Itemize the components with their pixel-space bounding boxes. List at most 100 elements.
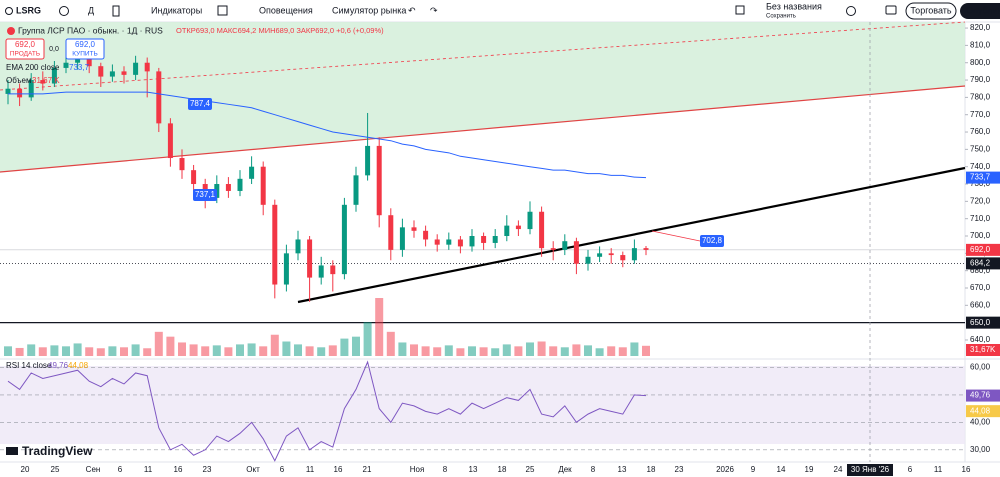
candle-body xyxy=(133,62,139,75)
volume-bar xyxy=(642,345,650,356)
candle-body xyxy=(376,145,382,216)
layout-icon[interactable] xyxy=(735,5,745,15)
candle-body xyxy=(283,253,289,285)
templates-icon[interactable] xyxy=(217,5,228,16)
price-tick-label: 810,0 xyxy=(970,41,991,50)
alerts-button[interactable]: Оповещения xyxy=(259,5,313,15)
volume-bar xyxy=(247,343,256,356)
volume-bar xyxy=(526,342,534,356)
price-tick-label: 670,0 xyxy=(970,283,991,292)
candle-body xyxy=(562,241,568,250)
candle-body xyxy=(631,248,637,261)
price-tick-label: 660,0 xyxy=(970,300,991,309)
candle-body xyxy=(109,71,115,77)
candle-body xyxy=(318,265,324,278)
price-tag-bg xyxy=(966,316,1000,329)
price-tick-label: 820,0 xyxy=(970,23,991,32)
redo[interactable]: ↷ xyxy=(430,5,438,15)
volume-bar xyxy=(317,347,326,356)
volume-bar xyxy=(560,347,569,356)
time-tick-label: 6 xyxy=(118,465,123,474)
volume-bar xyxy=(27,344,36,356)
ema-legend-value: 733,7 xyxy=(69,63,90,72)
symbol[interactable]: LSRG xyxy=(16,5,41,15)
time-tick-label: 18 xyxy=(647,465,656,474)
candle-body xyxy=(40,80,46,84)
settings-icon[interactable] xyxy=(846,6,856,16)
annotation-box xyxy=(193,189,217,201)
annotation-label: 787,4 xyxy=(190,99,211,108)
time-tick-label: 8 xyxy=(591,465,596,474)
candle-body xyxy=(144,62,150,72)
volume-bar xyxy=(96,348,105,356)
candle-body xyxy=(63,62,69,68)
indicators-button[interactable]: Индикаторы xyxy=(151,5,202,15)
trade-label[interactable]: Торговать xyxy=(910,5,952,15)
chart-type-icon[interactable] xyxy=(112,5,120,17)
candle-body xyxy=(515,225,521,230)
ema-line xyxy=(8,91,647,179)
time-tick-label: 13 xyxy=(469,465,478,474)
volume-bar xyxy=(572,344,581,356)
volume-bar xyxy=(236,344,244,356)
volume-legend-value: 31,67 K xyxy=(32,76,60,85)
price-tick-label: 760,0 xyxy=(970,127,991,136)
candle-body xyxy=(5,88,11,94)
compare-icon[interactable] xyxy=(59,6,69,16)
time-tick-label: 19 xyxy=(805,465,814,474)
snapshot-icon[interactable] xyxy=(885,5,897,15)
sell-button[interactable] xyxy=(5,38,45,60)
volume-bar xyxy=(433,347,442,356)
candle-body xyxy=(237,178,243,191)
volume-bar xyxy=(595,348,604,356)
volume-bar xyxy=(549,346,558,356)
candle-body xyxy=(341,204,347,275)
price-tick-label: 800,0 xyxy=(970,58,991,67)
toolbar xyxy=(0,0,1000,22)
volume-bar xyxy=(444,345,453,356)
volume-bar xyxy=(502,344,511,356)
legend-title: Группа ЛСР ПАО · обыкн. · 1Д · RUS xyxy=(18,25,163,35)
time-tick-label: 23 xyxy=(203,465,212,474)
legend-ohlc: ОТКР693,0 МАКС694,2 МИН689,0 ЗАКР692,0 +… xyxy=(176,26,384,35)
trade-button[interactable] xyxy=(905,2,957,20)
volume-bar xyxy=(4,346,12,356)
time-tick-label: Дек xyxy=(558,465,572,474)
ema-legend: EMA 200 close xyxy=(6,63,60,72)
candle-body xyxy=(411,227,417,231)
trendline xyxy=(297,166,966,304)
rsi-tag: 44,08 xyxy=(970,406,991,415)
volume-bar xyxy=(50,345,59,356)
annotation-label: 737,1 xyxy=(195,190,216,199)
candle-body xyxy=(423,230,429,240)
volume-bar xyxy=(328,345,337,356)
buy-button[interactable] xyxy=(65,38,105,60)
buy-price: 692,0 xyxy=(75,40,96,49)
rsi-tick-label: 30,00 xyxy=(970,445,991,454)
publish-button[interactable] xyxy=(960,3,1000,19)
time-tick-label: 9 xyxy=(751,465,756,474)
price-tick-label: 750,0 xyxy=(970,144,991,153)
search-icon[interactable] xyxy=(5,7,13,15)
undo[interactable]: ↶ xyxy=(408,5,416,15)
publish-label[interactable]: Опубликовать xyxy=(966,5,1000,15)
time-tick-label: 18 xyxy=(498,465,507,474)
candle-body xyxy=(156,71,162,124)
volume-bar xyxy=(201,346,210,356)
volume-bar xyxy=(120,347,128,356)
time-tick-label: 11 xyxy=(306,465,315,474)
time-tick-label: 14 xyxy=(777,465,786,474)
volume-bar xyxy=(166,336,175,356)
time-cursor-bg xyxy=(847,464,893,476)
interval[interactable]: Д xyxy=(88,5,94,15)
volume-bar xyxy=(386,331,395,356)
layout-name[interactable]: Без названия xyxy=(766,1,822,11)
replay-button[interactable]: Симулятор рынка xyxy=(332,5,406,15)
volume-bar xyxy=(468,346,476,356)
time-tick-label: 8 xyxy=(443,465,448,474)
candle-body xyxy=(388,215,394,250)
candle-body xyxy=(365,145,371,176)
candle-body xyxy=(86,57,92,67)
volume-bar xyxy=(363,322,372,356)
volume-bar xyxy=(108,346,117,356)
